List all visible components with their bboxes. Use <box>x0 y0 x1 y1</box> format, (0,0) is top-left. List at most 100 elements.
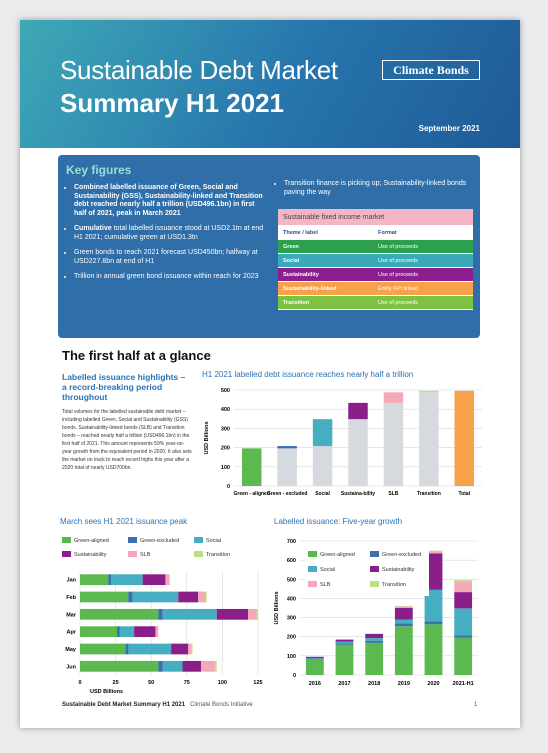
table-row: Sustainability-linked Entity KPI linked <box>278 281 473 296</box>
bar-segment <box>454 581 473 593</box>
x-tick-label: 75 <box>184 680 190 686</box>
y-tick-label: Jan <box>67 578 77 584</box>
legend-label: Sustainability <box>382 567 415 573</box>
y-axis-label: USD Billions <box>204 421 210 454</box>
x-tick-label: 2020 <box>427 681 439 687</box>
header-banner <box>20 20 520 148</box>
bar-segment <box>128 591 133 603</box>
x-tick-label: Sustaina-bility <box>341 491 375 497</box>
y-tick-label: 200 <box>221 446 230 452</box>
cell: Use of proceeds <box>373 295 473 310</box>
bar <box>312 419 333 447</box>
y-tick-label: 700 <box>287 539 296 545</box>
bar-segment <box>394 626 413 675</box>
bar-segment <box>198 591 206 603</box>
bar-segment <box>424 589 443 622</box>
bar <box>277 446 297 449</box>
x-tick-label: 100 <box>218 680 227 686</box>
bullet: Transition finance is picking up; Sustai… <box>284 180 476 197</box>
bar-segment <box>256 608 258 620</box>
cell: Transition <box>278 295 373 310</box>
cell: Green <box>278 239 373 254</box>
bar-segment <box>80 574 109 586</box>
legend-label: Transition <box>382 582 406 588</box>
bar-segment <box>128 643 172 655</box>
cell: Use of proceeds <box>373 267 473 282</box>
bar-segment <box>158 660 163 672</box>
x-tick-label: SLB <box>388 491 398 497</box>
bar-segment <box>215 660 217 672</box>
bullet: Trillion in annual green bond issuance w… <box>74 273 266 282</box>
bar-segment <box>335 641 354 644</box>
y-tick-label: 200 <box>287 635 296 641</box>
bar-segment <box>305 656 324 658</box>
bullet-list: Transition finance is picking up; Sustai… <box>276 180 476 197</box>
bar-segment <box>111 574 143 586</box>
legend-swatch <box>62 537 71 543</box>
bar-segment <box>365 642 384 675</box>
cell: Sustainability-linked <box>278 281 373 296</box>
legend-label: SLB <box>320 582 331 588</box>
x-tick-label: 2018 <box>368 681 380 687</box>
x-tick-label: Transition <box>417 491 441 497</box>
y-tick-label: 500 <box>221 388 230 394</box>
bold-text: Combined labelled issuance of Green, Soc… <box>74 184 263 217</box>
right-bullets: Transition finance is picking up; Sustai… <box>276 180 476 204</box>
cell: Social <box>278 253 373 268</box>
x-tick-label: 125 <box>253 680 262 686</box>
bullet: Cumulative total labelled issuance stood… <box>74 225 266 242</box>
bar-segment <box>132 591 179 603</box>
bar-segment <box>162 608 217 620</box>
bar <box>419 390 439 393</box>
table-title-row: Sustainable fixed income market <box>278 209 473 226</box>
section-title: The first half at a glance <box>62 348 211 363</box>
x-axis-label: USD Billions <box>90 689 123 695</box>
chart: H1 2021 labelled debt issuance reaches n… <box>202 370 482 497</box>
bar <box>241 448 262 486</box>
legend-label: Sustainability <box>74 552 107 558</box>
legend-swatch <box>370 566 379 572</box>
legend-label: Green-excluded <box>382 552 421 558</box>
legend-swatch <box>308 581 317 587</box>
bar-segment <box>191 643 193 655</box>
y-tick-label: 0 <box>293 673 296 679</box>
bullet: Green bonds to reach 2021 forecast USD45… <box>74 249 266 266</box>
cell: Entity KPI linked <box>373 281 473 296</box>
bar-segment <box>394 606 413 608</box>
bar <box>348 402 368 420</box>
logo: Climate Bonds <box>382 60 480 80</box>
y-tick-label: 0 <box>227 484 230 490</box>
y-tick-label: 300 <box>287 616 296 622</box>
table-header: Theme / label Format <box>278 225 473 240</box>
legend-label: Transition <box>206 552 230 558</box>
th: Theme / label <box>278 225 373 240</box>
legend-swatch <box>62 551 71 557</box>
bar-segment <box>424 551 443 554</box>
x-tick-label: 2019 <box>398 681 410 687</box>
text: Trillion in annual green bond issuance w… <box>74 273 259 280</box>
x-tick-label: Total <box>458 491 470 497</box>
base-bar <box>383 402 404 486</box>
chart-title: H1 2021 labelled debt issuance reaches n… <box>202 370 413 379</box>
bar-segment <box>394 619 413 624</box>
bullet-list: Combined labelled issuance of Green, Soc… <box>66 184 266 282</box>
chart: March sees H1 2021 issuance peak Green-al… <box>60 517 263 695</box>
x-tick-label: 2017 <box>338 681 350 687</box>
table: Sustainable fixed income market Theme / … <box>278 209 473 310</box>
bullets: Combined labelled issuance of Green, Soc… <box>66 184 266 289</box>
paragraph: Total volumes for the labelled sustainab… <box>62 409 192 471</box>
legend-swatch <box>370 581 379 587</box>
bar-segment <box>134 626 156 638</box>
x-tick-label: Social <box>315 491 330 497</box>
x-tick-label: 0 <box>78 680 81 686</box>
bar-segment <box>424 553 443 590</box>
cell: Use of proceeds <box>373 253 473 268</box>
y-tick-label: Feb <box>66 595 76 601</box>
key-figures-title: Key figures <box>66 163 132 177</box>
table-row: Social Use of proceeds <box>278 253 473 268</box>
bar-segment <box>80 608 159 620</box>
y-tick-label: Mar <box>66 612 77 618</box>
x-tick-label: 25 <box>113 680 119 686</box>
th: Format <box>373 225 473 240</box>
